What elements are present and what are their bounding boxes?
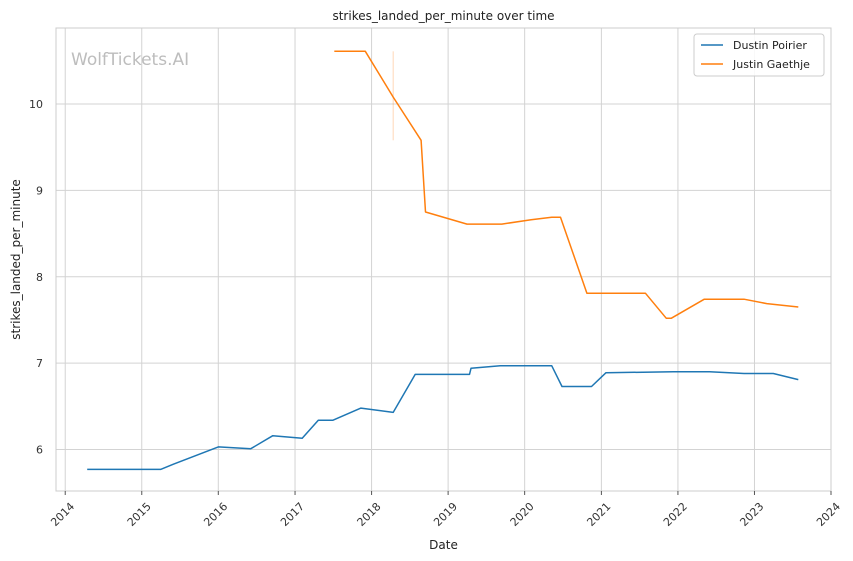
data-point	[86, 468, 88, 470]
series-line-dustin-poirier	[87, 364, 799, 471]
data-point	[673, 371, 675, 373]
legend-label: Justin Gaethje	[732, 58, 810, 71]
watermark: WolfTickets.AI	[71, 50, 189, 70]
series-lines	[86, 50, 799, 471]
y-tick-label: 8	[36, 271, 43, 284]
data-point	[551, 216, 553, 218]
data-point	[591, 386, 593, 388]
data-point	[420, 139, 422, 141]
data-point	[703, 298, 705, 300]
legend-label: Dustin Poirier	[733, 39, 807, 52]
legend-box	[693, 33, 825, 77]
data-point	[360, 407, 362, 409]
data-point	[332, 419, 334, 421]
data-point	[560, 216, 562, 218]
legend: Dustin Poirier Justin Gaethje	[693, 33, 825, 77]
series-line-justin-gaethje	[334, 50, 799, 319]
data-point	[364, 50, 366, 52]
plot-frame	[55, 27, 832, 492]
data-point	[160, 468, 162, 470]
x-axis-label: Date	[429, 538, 458, 552]
data-point	[743, 373, 745, 375]
data-point	[743, 298, 745, 300]
y-tick-label: 6	[36, 444, 43, 457]
data-point	[425, 211, 427, 213]
data-point	[466, 223, 468, 225]
data-point	[469, 373, 471, 375]
data-point	[644, 292, 646, 294]
data-point	[530, 219, 532, 221]
data-point	[586, 292, 588, 294]
data-point	[561, 386, 563, 388]
data-point	[605, 372, 607, 374]
y-tick-labels: 6 7 8 9 10	[29, 98, 43, 457]
data-point	[272, 435, 274, 437]
data-point	[392, 411, 394, 413]
data-point	[414, 373, 416, 375]
data-point	[797, 306, 799, 308]
data-point	[665, 317, 667, 319]
data-point	[250, 448, 252, 450]
data-point	[797, 379, 799, 381]
data-point	[766, 303, 768, 305]
data-point	[499, 365, 501, 367]
data-point	[709, 371, 711, 373]
data-point	[772, 373, 774, 375]
data-point	[333, 50, 335, 52]
y-axis-label: strikes_landed_per_minute	[9, 179, 23, 340]
data-point	[551, 365, 553, 367]
y-tick-label: 7	[36, 357, 43, 370]
data-point	[217, 446, 219, 448]
data-point	[301, 437, 303, 439]
data-point	[317, 419, 319, 421]
data-point	[392, 96, 394, 98]
y-tick-label: 9	[36, 184, 43, 197]
data-point	[501, 223, 503, 225]
y-tick-label: 10	[29, 98, 43, 111]
chart-title: strikes_landed_per_minute over time	[332, 9, 554, 23]
data-point	[172, 463, 174, 465]
data-point	[470, 367, 472, 369]
data-point	[670, 317, 672, 319]
